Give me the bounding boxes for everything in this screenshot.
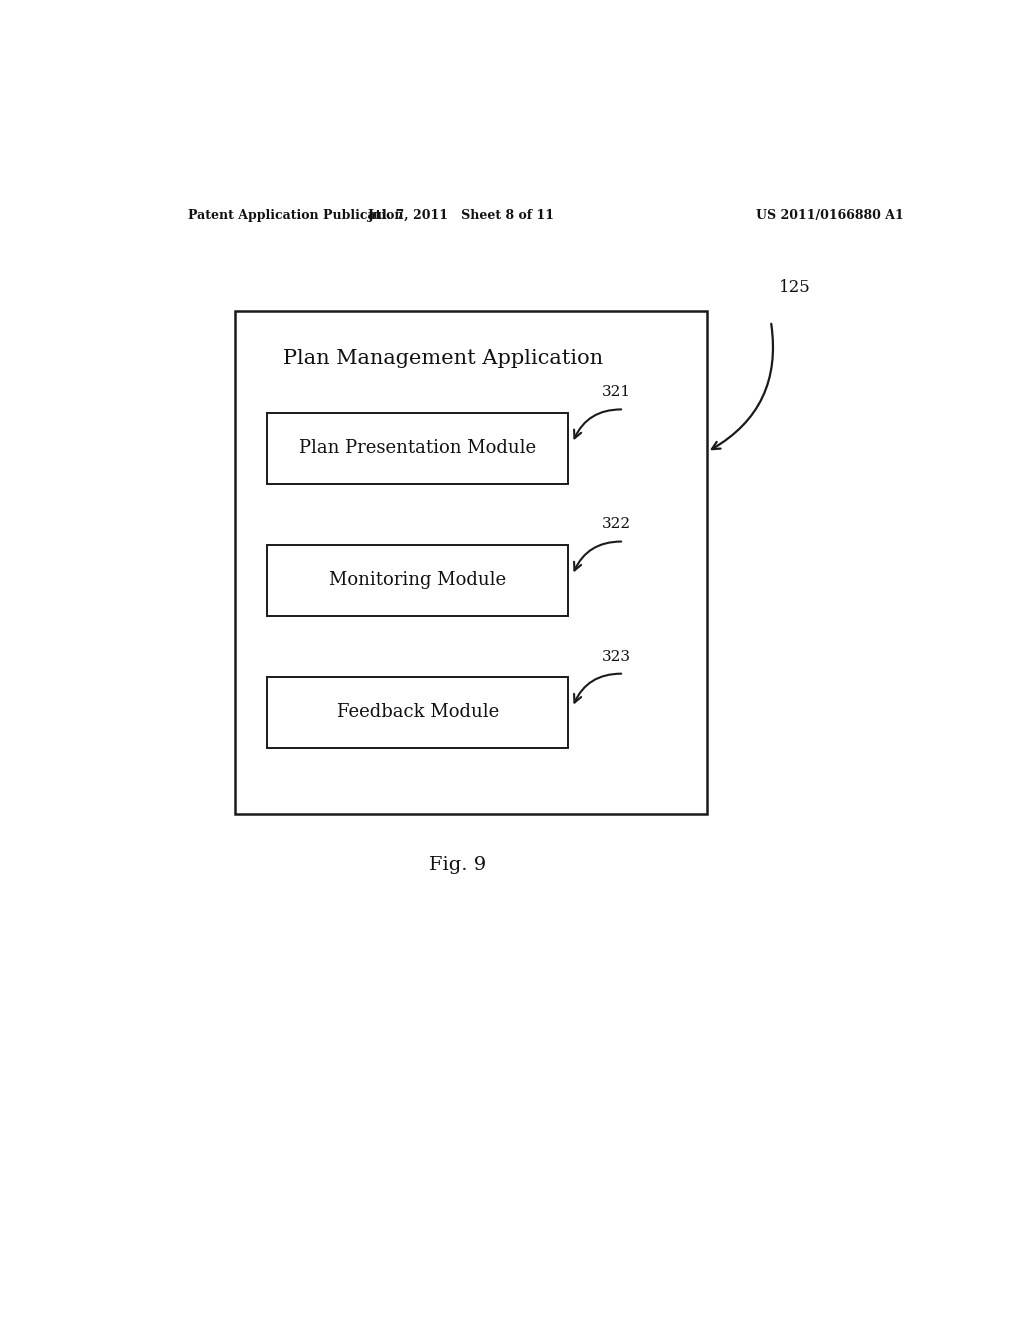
Text: Feedback Module: Feedback Module — [337, 704, 499, 721]
Bar — [267, 677, 568, 748]
Text: 125: 125 — [778, 279, 811, 296]
Text: Patent Application Publication: Patent Application Publication — [187, 209, 403, 222]
Bar — [267, 545, 568, 616]
Bar — [236, 312, 708, 814]
Text: US 2011/0166880 A1: US 2011/0166880 A1 — [757, 209, 904, 222]
Text: Fig. 9: Fig. 9 — [429, 855, 486, 874]
Text: Plan Management Application: Plan Management Application — [283, 350, 603, 368]
Text: Monitoring Module: Monitoring Module — [329, 572, 506, 589]
Bar — [267, 413, 568, 483]
Text: 323: 323 — [601, 649, 631, 664]
Text: 321: 321 — [601, 385, 631, 399]
Text: Plan Presentation Module: Plan Presentation Module — [299, 440, 537, 457]
Text: 322: 322 — [601, 517, 631, 532]
Text: Jul. 7, 2011   Sheet 8 of 11: Jul. 7, 2011 Sheet 8 of 11 — [368, 209, 555, 222]
